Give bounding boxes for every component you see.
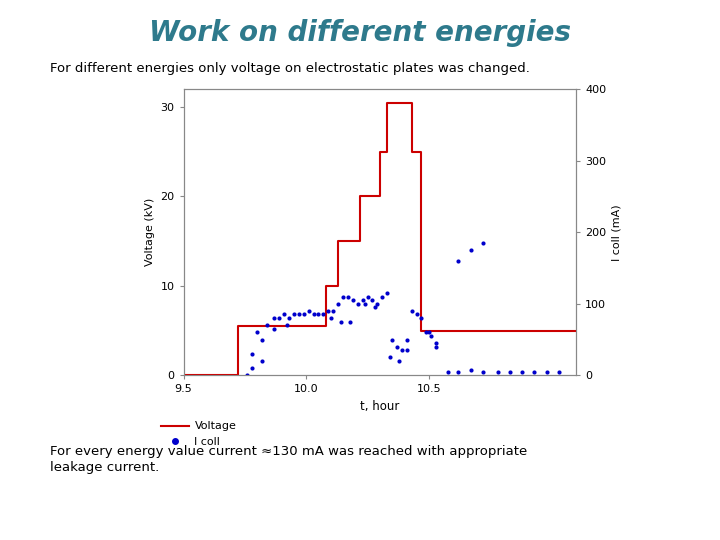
Point (325, 314, 336, 322)
Point (256, 356, 268, 365)
Point (333, 299, 344, 308)
Point (308, 310, 320, 319)
Text: For different energies only voltage on electrostatic plates was changed.: For different energies only voltage on e… (50, 62, 530, 75)
Point (261, 321, 273, 329)
Point (246, 364, 258, 373)
Point (431, 339, 442, 347)
Y-axis label: Voltage (kV): Voltage (kV) (145, 198, 155, 266)
Point (516, 367, 528, 376)
Point (369, 303, 381, 312)
Point (372, 299, 383, 308)
Point (387, 335, 398, 344)
Point (465, 246, 477, 254)
Point (269, 325, 280, 333)
Point (431, 342, 442, 351)
Point (382, 289, 393, 298)
Text: Work on different energies: Work on different energies (149, 19, 571, 47)
Point (553, 367, 564, 376)
Point (288, 310, 300, 319)
Point (477, 239, 489, 247)
Point (274, 314, 285, 322)
Point (406, 307, 418, 315)
Point (420, 328, 432, 337)
Point (391, 342, 402, 351)
Point (396, 346, 408, 355)
Point (377, 292, 388, 301)
Point (357, 296, 369, 305)
Point (411, 310, 423, 319)
Point (347, 296, 359, 305)
Point (528, 367, 540, 376)
Point (384, 353, 395, 362)
Point (269, 314, 280, 322)
Legend: Voltage, I coll: Voltage, I coll (158, 418, 240, 450)
Point (293, 310, 305, 319)
Point (242, 371, 253, 380)
Point (394, 356, 405, 365)
Point (256, 335, 268, 344)
Point (541, 367, 552, 376)
Text: For every energy value current ≈130 mA was reached with appropriate
leakage curr: For every energy value current ≈130 mA w… (50, 446, 528, 474)
Y-axis label: I coll (mA): I coll (mA) (612, 204, 621, 260)
Point (303, 307, 315, 315)
Point (423, 328, 435, 337)
Point (298, 310, 310, 319)
Point (366, 296, 378, 305)
Point (337, 292, 348, 301)
Point (251, 328, 263, 337)
Point (342, 292, 354, 301)
Point (359, 299, 371, 308)
Point (477, 367, 489, 376)
Point (504, 367, 516, 376)
Point (352, 299, 364, 308)
Point (401, 335, 413, 344)
Point (312, 310, 324, 319)
Point (465, 365, 477, 374)
Point (401, 346, 413, 355)
Point (323, 307, 334, 315)
Point (281, 321, 292, 329)
Point (361, 292, 373, 301)
Point (283, 314, 294, 322)
Point (318, 310, 329, 319)
Point (453, 367, 464, 376)
Point (246, 349, 258, 358)
Point (453, 256, 464, 265)
Point (328, 307, 339, 315)
Point (415, 314, 427, 322)
Point (345, 318, 356, 326)
Point (492, 367, 503, 376)
Point (443, 367, 454, 376)
X-axis label: t, hour: t, hour (360, 400, 400, 413)
Point (279, 310, 290, 319)
Point (335, 318, 346, 326)
Point (426, 332, 437, 340)
